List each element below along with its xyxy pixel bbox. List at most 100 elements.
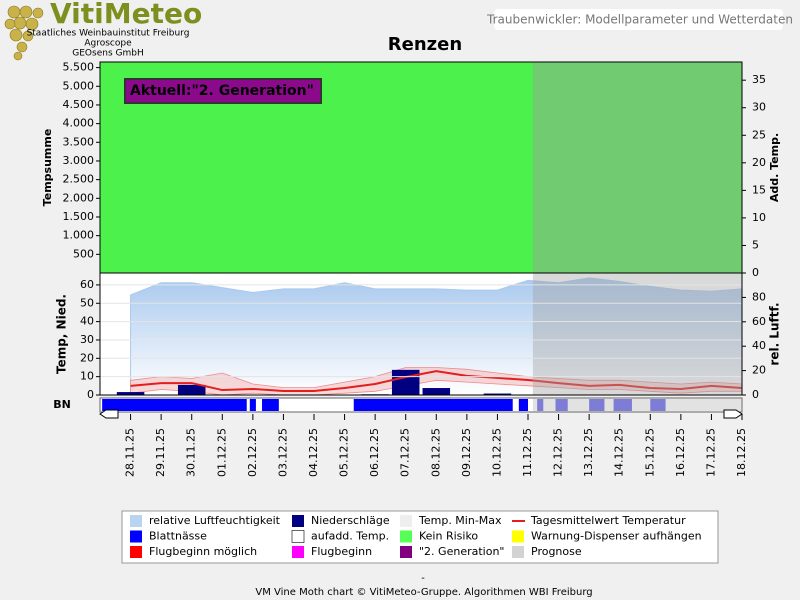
legend-label: Kein Risiko [419, 530, 478, 543]
legend-swatch [512, 530, 524, 543]
y2-tick-label: 25 [752, 128, 766, 141]
y2-tick-label: 80 [752, 290, 766, 303]
x-tick-label: 15.12.25 [643, 428, 656, 477]
arrow [723, 409, 743, 419]
y2-tick-label: 20 [752, 156, 766, 169]
x-tick-label: 28.11.25 [124, 428, 137, 477]
legend-label: Blattnässe [149, 530, 207, 543]
x-tick-label: 18.12.25 [735, 428, 748, 477]
page-title: Traubenwickler: Modellparameter und Wett… [486, 13, 793, 27]
legend-label: Temp. Min-Max [418, 514, 502, 527]
y-tick-label: 2.000 [63, 191, 95, 204]
y-tick-label: 0 [87, 388, 94, 401]
y-tick-label: 1.000 [63, 229, 95, 242]
x-tick-label: 13.12.25 [582, 428, 595, 477]
y-tick-label: 40 [80, 315, 94, 328]
legend-label: Prognose [531, 545, 582, 558]
mean-temp-line [130, 370, 743, 392]
y2-tick-label: 10 [752, 211, 766, 224]
plot-frame [99, 272, 743, 396]
legend-swatch [130, 546, 142, 558]
x-tick-label: 04.12.25 [307, 428, 320, 477]
precipitation-bar [483, 393, 512, 395]
y-tick-label: 4.500 [63, 98, 95, 111]
x-tick-label: 16.12.25 [674, 428, 687, 477]
y-axis-label: Temp, Nied. [55, 294, 69, 374]
humidity-area [130, 277, 743, 396]
legend-swatch [400, 530, 412, 543]
leaf-wetness-segment [249, 399, 256, 411]
leaf-wetness-segment [650, 399, 666, 411]
legend-swatch [130, 530, 142, 543]
logo-grapes [4, 5, 44, 61]
annotation: Aktuell:"2. Generation" [130, 83, 314, 99]
org-line: GEOsens GmbH [72, 49, 143, 59]
prognosis-overlay [532, 398, 742, 412]
legend-label: relative Luftfeuchtigkeit [149, 514, 281, 527]
y-axis-label: Tempsumme [41, 129, 54, 207]
y-tick-label: 500 [73, 247, 94, 260]
legend-swatch [512, 546, 524, 558]
x-tick-label: 02.12.25 [246, 428, 259, 477]
legend-swatch [400, 515, 412, 527]
y-tick-label: 60 [80, 278, 94, 291]
legend-box [121, 510, 719, 564]
strip-label: BN [53, 398, 71, 411]
leaf-wetness-segment [518, 399, 528, 411]
x-tick-label: 07.12.25 [399, 428, 412, 477]
y-tick-label: 3.500 [63, 135, 95, 148]
footer-mark: - [421, 573, 425, 584]
y2-tick-label: 0 [752, 388, 759, 401]
y-tick-label: 3.000 [63, 154, 95, 167]
x-tick-label: 17.12.25 [704, 428, 717, 477]
y-tick-label: 2.500 [63, 173, 95, 186]
x-tick-label: 01.12.25 [215, 428, 228, 477]
y-tick-label: 1.500 [63, 210, 95, 223]
chart-title: Renzen [388, 34, 462, 55]
y-tick-label: 10 [80, 370, 94, 383]
leaf-wetness-segment [613, 399, 632, 411]
x-tick-label: 03.12.25 [276, 428, 289, 477]
y-tick-label: 5.500 [63, 61, 95, 74]
legend-label: "2. Generation" [419, 545, 504, 558]
precipitation-bar [422, 388, 451, 395]
leaf-wetness-segment [589, 399, 605, 411]
leaf-wetness-segment [555, 399, 568, 411]
x-tick-label: 29.11.25 [154, 428, 167, 477]
y2-tick-label: 35 [752, 73, 766, 86]
x-tick-label: 08.12.25 [429, 428, 442, 477]
leaf-wetness-segment [262, 399, 279, 411]
y2-tick-label: 20 [752, 364, 766, 377]
annotation-box [124, 78, 322, 104]
legend-label: aufadd. Temp. [311, 530, 389, 543]
x-tick-label: 06.12.25 [368, 428, 381, 477]
arrow [99, 409, 119, 419]
leaf-wetness-segment [537, 399, 544, 411]
x-tick-label: 14.12.25 [613, 428, 626, 477]
legend-label: Tagesmittelwert Temperatur [530, 514, 686, 527]
x-tick-label: 09.12.25 [460, 428, 473, 477]
legend-label: Niederschläge [311, 514, 390, 527]
y2-tick-label: 0 [752, 266, 759, 279]
logo: VitiMeteo [50, 0, 202, 30]
x-tick-label: 10.12.25 [490, 428, 503, 477]
y2-axis-label: rel. Luftf. [768, 302, 782, 365]
y2-tick-label: 5 [752, 238, 759, 251]
legend-swatch [400, 546, 412, 558]
x-tick-label: 12.12.25 [552, 428, 565, 477]
leaf-wetness-segment [102, 399, 247, 411]
prognosis-overlay [532, 62, 742, 273]
org-line: Staatliches Weinbauinstitut Freiburg [27, 29, 190, 39]
page-title-box [494, 9, 783, 30]
leaf-wetness-segment [353, 399, 513, 411]
x-tick-label: 05.12.25 [338, 428, 351, 477]
legend-swatch [292, 546, 304, 558]
x-tick-label: 11.12.25 [521, 428, 534, 477]
y2-tick-label: 30 [752, 101, 766, 114]
y-tick-label: 30 [80, 333, 94, 346]
y2-tick-label: 40 [752, 339, 766, 352]
y-tick-label: 5.000 [63, 79, 95, 92]
y-tick-label: 4.000 [63, 117, 95, 130]
